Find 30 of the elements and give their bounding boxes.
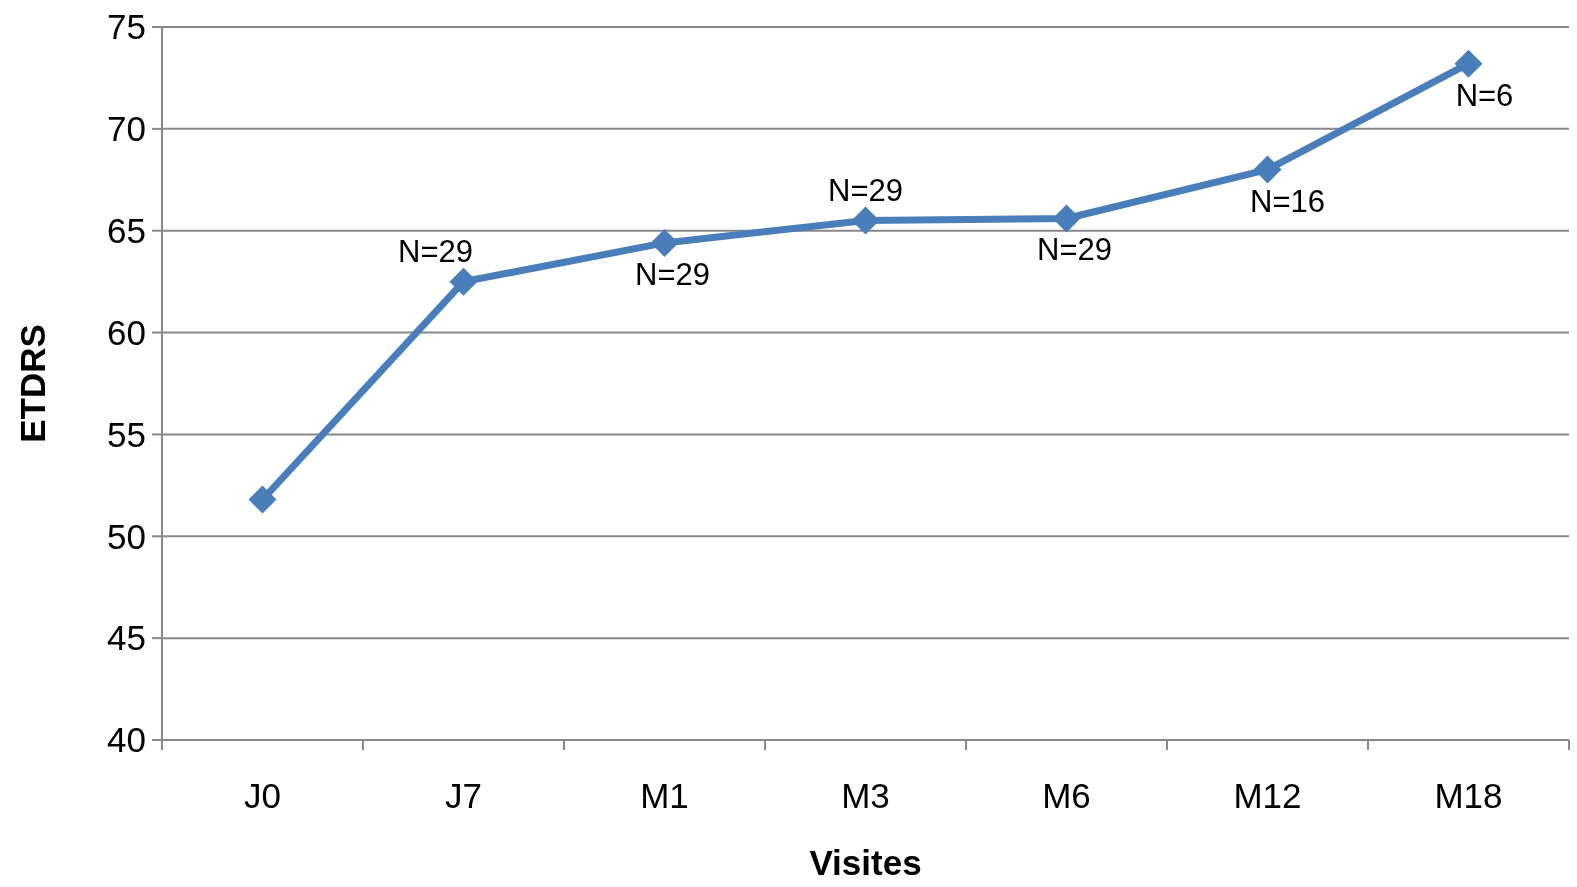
annotation: N=16 bbox=[1250, 183, 1325, 219]
annotation: N=29 bbox=[635, 256, 710, 292]
point bbox=[1052, 204, 1081, 233]
x-tick-label: M18 bbox=[1434, 776, 1503, 815]
x-tick-label: M6 bbox=[1042, 776, 1091, 815]
y-tick-label: 70 bbox=[107, 109, 146, 149]
point bbox=[248, 485, 277, 514]
point bbox=[650, 228, 679, 257]
y-axis-title: ETDRS bbox=[13, 324, 52, 443]
point bbox=[1253, 155, 1282, 184]
point bbox=[449, 267, 478, 296]
annotation: N=29 bbox=[398, 233, 473, 269]
y-tick-label: 65 bbox=[107, 210, 146, 250]
y-tick-label: 60 bbox=[107, 312, 146, 352]
x-tick-label: M1 bbox=[640, 776, 689, 815]
x-tick-label: M3 bbox=[841, 776, 890, 815]
y-tick-label: 45 bbox=[107, 618, 146, 658]
y-tick-label: 50 bbox=[107, 516, 146, 556]
point bbox=[1454, 49, 1483, 78]
y-tick-label: 75 bbox=[107, 7, 146, 47]
annotation: N=6 bbox=[1455, 77, 1514, 113]
x-axis-title: Visites bbox=[809, 843, 922, 882]
annotation: N=29 bbox=[1037, 232, 1112, 268]
annotation: N=29 bbox=[828, 172, 903, 208]
x-tick-label: J7 bbox=[445, 776, 482, 815]
x-tick-label: J0 bbox=[244, 776, 281, 815]
y-tick-label: 55 bbox=[107, 414, 146, 454]
point bbox=[851, 206, 880, 235]
y-tick-label: 40 bbox=[107, 720, 146, 760]
x-tick-label: M12 bbox=[1233, 776, 1302, 815]
